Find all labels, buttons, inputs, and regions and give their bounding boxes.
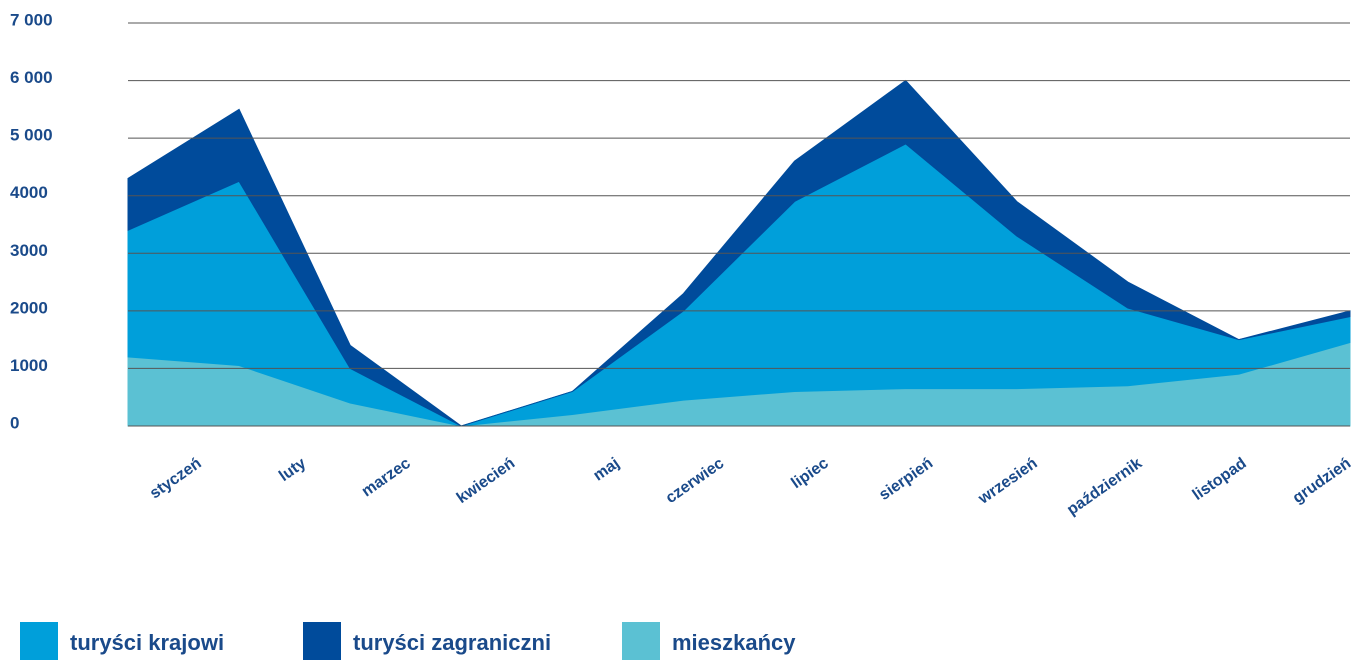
y-tick-label: 1000 xyxy=(10,356,48,375)
x-tick-label: sierpień xyxy=(876,455,936,504)
legend-label: turyści krajowi xyxy=(70,630,224,655)
x-tick-label: lipiec xyxy=(788,455,831,492)
legend-label: turyści zagraniczni xyxy=(353,630,551,655)
legend-swatch xyxy=(303,622,341,660)
y-tick-label: 4000 xyxy=(10,183,48,202)
x-tick-label: styczeń xyxy=(147,455,205,503)
x-tick-label: kwiecień xyxy=(454,455,518,507)
y-tick-label: 2000 xyxy=(10,298,48,317)
y-tick-label: 3000 xyxy=(10,241,48,260)
legend-label: mieszkańcy xyxy=(672,630,796,655)
y-tick-label: 5 000 xyxy=(10,126,53,145)
x-tick-label: maj xyxy=(590,455,622,485)
x-tick-label: listopad xyxy=(1190,455,1250,504)
x-tick-label: luty xyxy=(276,455,309,485)
x-tick-label: grudzień xyxy=(1290,455,1354,507)
x-tick-label: październik xyxy=(1064,455,1145,519)
x-tick-label: marzec xyxy=(359,455,414,501)
y-tick-label: 6 000 xyxy=(10,68,53,87)
y-tick-label: 7 000 xyxy=(10,10,53,29)
legend-swatch xyxy=(20,622,58,660)
x-tick-label: czerwiec xyxy=(663,455,727,507)
legend-swatch xyxy=(622,622,660,660)
x-tick-label: wrzesień xyxy=(975,455,1041,508)
y-tick-label: 0 xyxy=(10,413,19,432)
